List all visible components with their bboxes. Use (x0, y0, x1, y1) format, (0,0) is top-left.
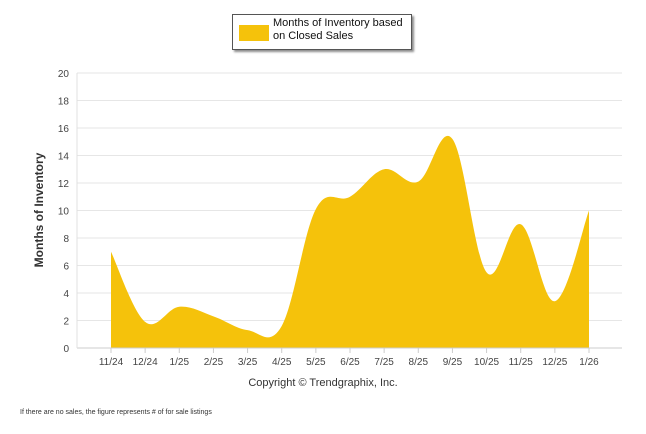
x-tick-label: 8/25 (409, 357, 429, 368)
copyright-text: Copyright © Trendgraphix, Inc. (248, 377, 398, 389)
x-tick-label: 12/25 (542, 357, 567, 368)
y-tick-label: 10 (58, 207, 70, 218)
legend-swatch (239, 25, 269, 41)
y-tick-label: 20 (58, 69, 70, 80)
legend-label: Months of Inventory based on Closed Sale… (273, 17, 403, 42)
y-tick-label: 16 (58, 124, 70, 135)
x-tick-label: 11/25 (509, 357, 534, 368)
y-tick-label: 2 (63, 317, 69, 328)
x-tick-label: 5/25 (306, 357, 326, 368)
y-tick-label: 4 (63, 289, 69, 300)
y-tick-label: 12 (58, 179, 70, 190)
x-tick-label: 9/25 (443, 357, 463, 368)
x-tick-label: 4/25 (272, 357, 292, 368)
y-axis-label: Months of Inventory (32, 152, 46, 267)
y-tick-labels: 0 2 4 6 8 10 12 14 16 18 20 (58, 69, 70, 355)
x-tick-label: 2/25 (204, 357, 224, 368)
y-tick-label: 8 (63, 234, 69, 245)
x-tick-labels: 11/24 12/24 1/25 2/25 3/25 4/25 5/25 6/25 7/25 8/… (99, 348, 599, 368)
x-tick-label: 7/25 (374, 357, 394, 368)
x-tick-label: 3/25 (238, 357, 258, 368)
footnote-text: If there are no sales, the figure repres… (20, 409, 212, 416)
y-tick-label: 14 (58, 152, 70, 163)
x-tick-label: 12/24 (133, 357, 158, 368)
y-tick-label: 18 (58, 97, 70, 108)
y-tick-label: 0 (63, 344, 69, 355)
x-tick-label: 6/25 (340, 357, 360, 368)
series-area-fill (111, 135, 589, 348)
x-tick-label: 10/25 (474, 357, 499, 368)
x-tick-label: 11/24 (99, 357, 124, 368)
series-area (111, 135, 589, 348)
y-tick-label: 6 (63, 262, 69, 273)
x-tick-label: 1/26 (579, 357, 599, 368)
x-tick-label: 1/25 (170, 357, 190, 368)
legend: Months of Inventory based on Closed Sale… (232, 14, 412, 50)
